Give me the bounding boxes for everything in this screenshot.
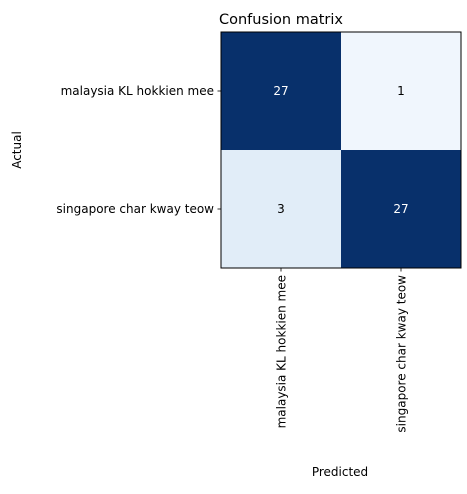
x-tick-label: singapore char kway teow <box>395 275 409 433</box>
heatmap-cell <box>341 150 462 269</box>
plot-frame <box>220 31 462 269</box>
y-tick-label: singapore char kway teow <box>56 202 214 216</box>
heatmap-cell <box>221 32 342 151</box>
x-tick-label: malaysia KL hokkien mee <box>275 275 289 428</box>
axis-ticks: malaysia KL hokkien mee singapore char kw… <box>56 84 408 433</box>
chart-title: Confusion matrix <box>219 12 343 28</box>
cell-value-label: 27 <box>273 84 288 98</box>
cell-value-label: 1 <box>397 84 405 98</box>
cell-annotations: 27 1 3 27 <box>273 84 408 216</box>
heatmap-cell <box>341 32 462 151</box>
heatmap-cell <box>221 150 342 269</box>
cell-value-label: 27 <box>393 202 408 216</box>
y-axis-label: Actual <box>10 131 24 169</box>
x-axis-label: Predicted <box>312 465 368 479</box>
cell-value-label: 3 <box>277 202 285 216</box>
y-tick-label: malaysia KL hokkien mee <box>61 84 214 98</box>
heatmap-cells <box>221 32 462 269</box>
